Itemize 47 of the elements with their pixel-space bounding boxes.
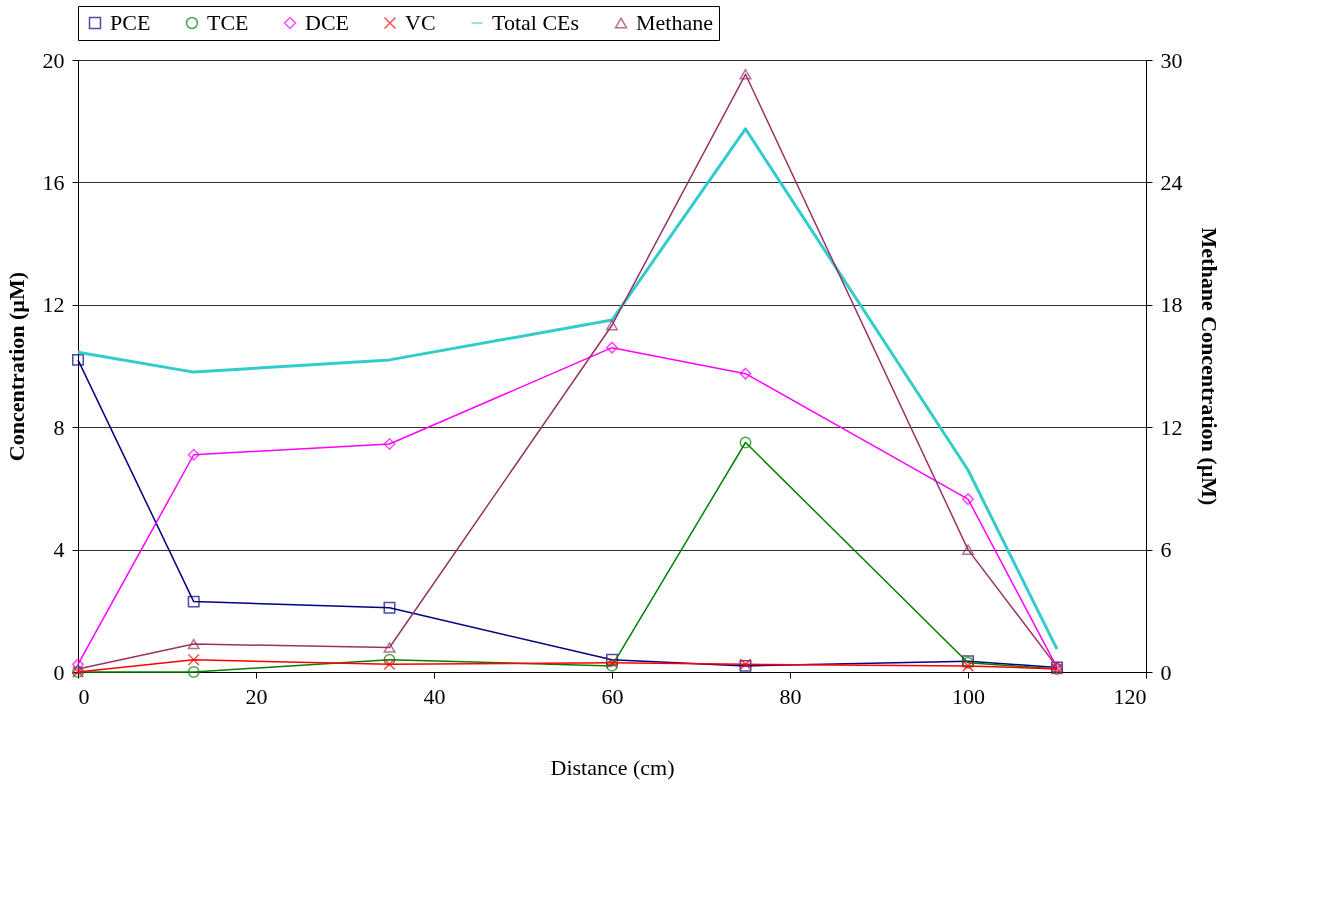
point	[72, 658, 84, 671]
y-axis-title: Concentration (µM)	[3, 271, 29, 462]
x-tick-label: 80	[779, 683, 802, 709]
y2-tick-label: 6	[1160, 537, 1172, 563]
y-tick-label: 0	[53, 659, 65, 685]
point	[962, 493, 974, 506]
y-tick-label: 12	[42, 292, 65, 318]
y-tick-label: 20	[42, 47, 65, 73]
point	[383, 601, 396, 614]
point	[739, 367, 752, 380]
point	[383, 438, 396, 451]
legend-label: Methane	[636, 10, 713, 35]
y-tick-label: 16	[42, 169, 65, 195]
y2-tick-label: 24	[1160, 169, 1183, 195]
point	[187, 666, 200, 678]
point	[72, 353, 84, 366]
legend-label: Total CEs	[492, 10, 580, 35]
y-tick-label: 8	[53, 414, 65, 440]
y2-axis-title: Methane Concentration (µM)	[1196, 227, 1222, 506]
y2-tick-label: 0	[1160, 659, 1172, 685]
point	[383, 642, 396, 653]
point	[606, 341, 618, 354]
point	[383, 653, 396, 666]
x-tick-label: 100	[952, 683, 985, 709]
x-tick-label: 20	[245, 683, 268, 709]
point	[187, 448, 200, 461]
point	[187, 595, 200, 608]
y2-tick-label: 30	[1160, 47, 1183, 73]
legend-label: PCE	[110, 10, 151, 35]
y-tick-label: 4	[53, 537, 65, 563]
legend-label: DCE	[305, 10, 349, 35]
x-tick-label: 60	[601, 683, 624, 709]
x-tick-label: 40	[423, 683, 446, 709]
legend-label: VC	[405, 10, 436, 35]
y2-tick-label: 12	[1160, 414, 1183, 440]
point	[739, 436, 752, 449]
point	[383, 658, 396, 671]
point	[739, 68, 752, 80]
x-tick-label: 120	[1113, 683, 1147, 709]
point	[606, 319, 618, 331]
point	[962, 544, 974, 555]
y2-tick-label: 18	[1160, 292, 1183, 318]
point	[187, 638, 200, 650]
x-tick-label: 0	[78, 683, 90, 709]
legend-label: TCE	[207, 10, 249, 35]
point	[187, 653, 200, 666]
x-axis-title: Distance (cm)	[550, 754, 675, 780]
